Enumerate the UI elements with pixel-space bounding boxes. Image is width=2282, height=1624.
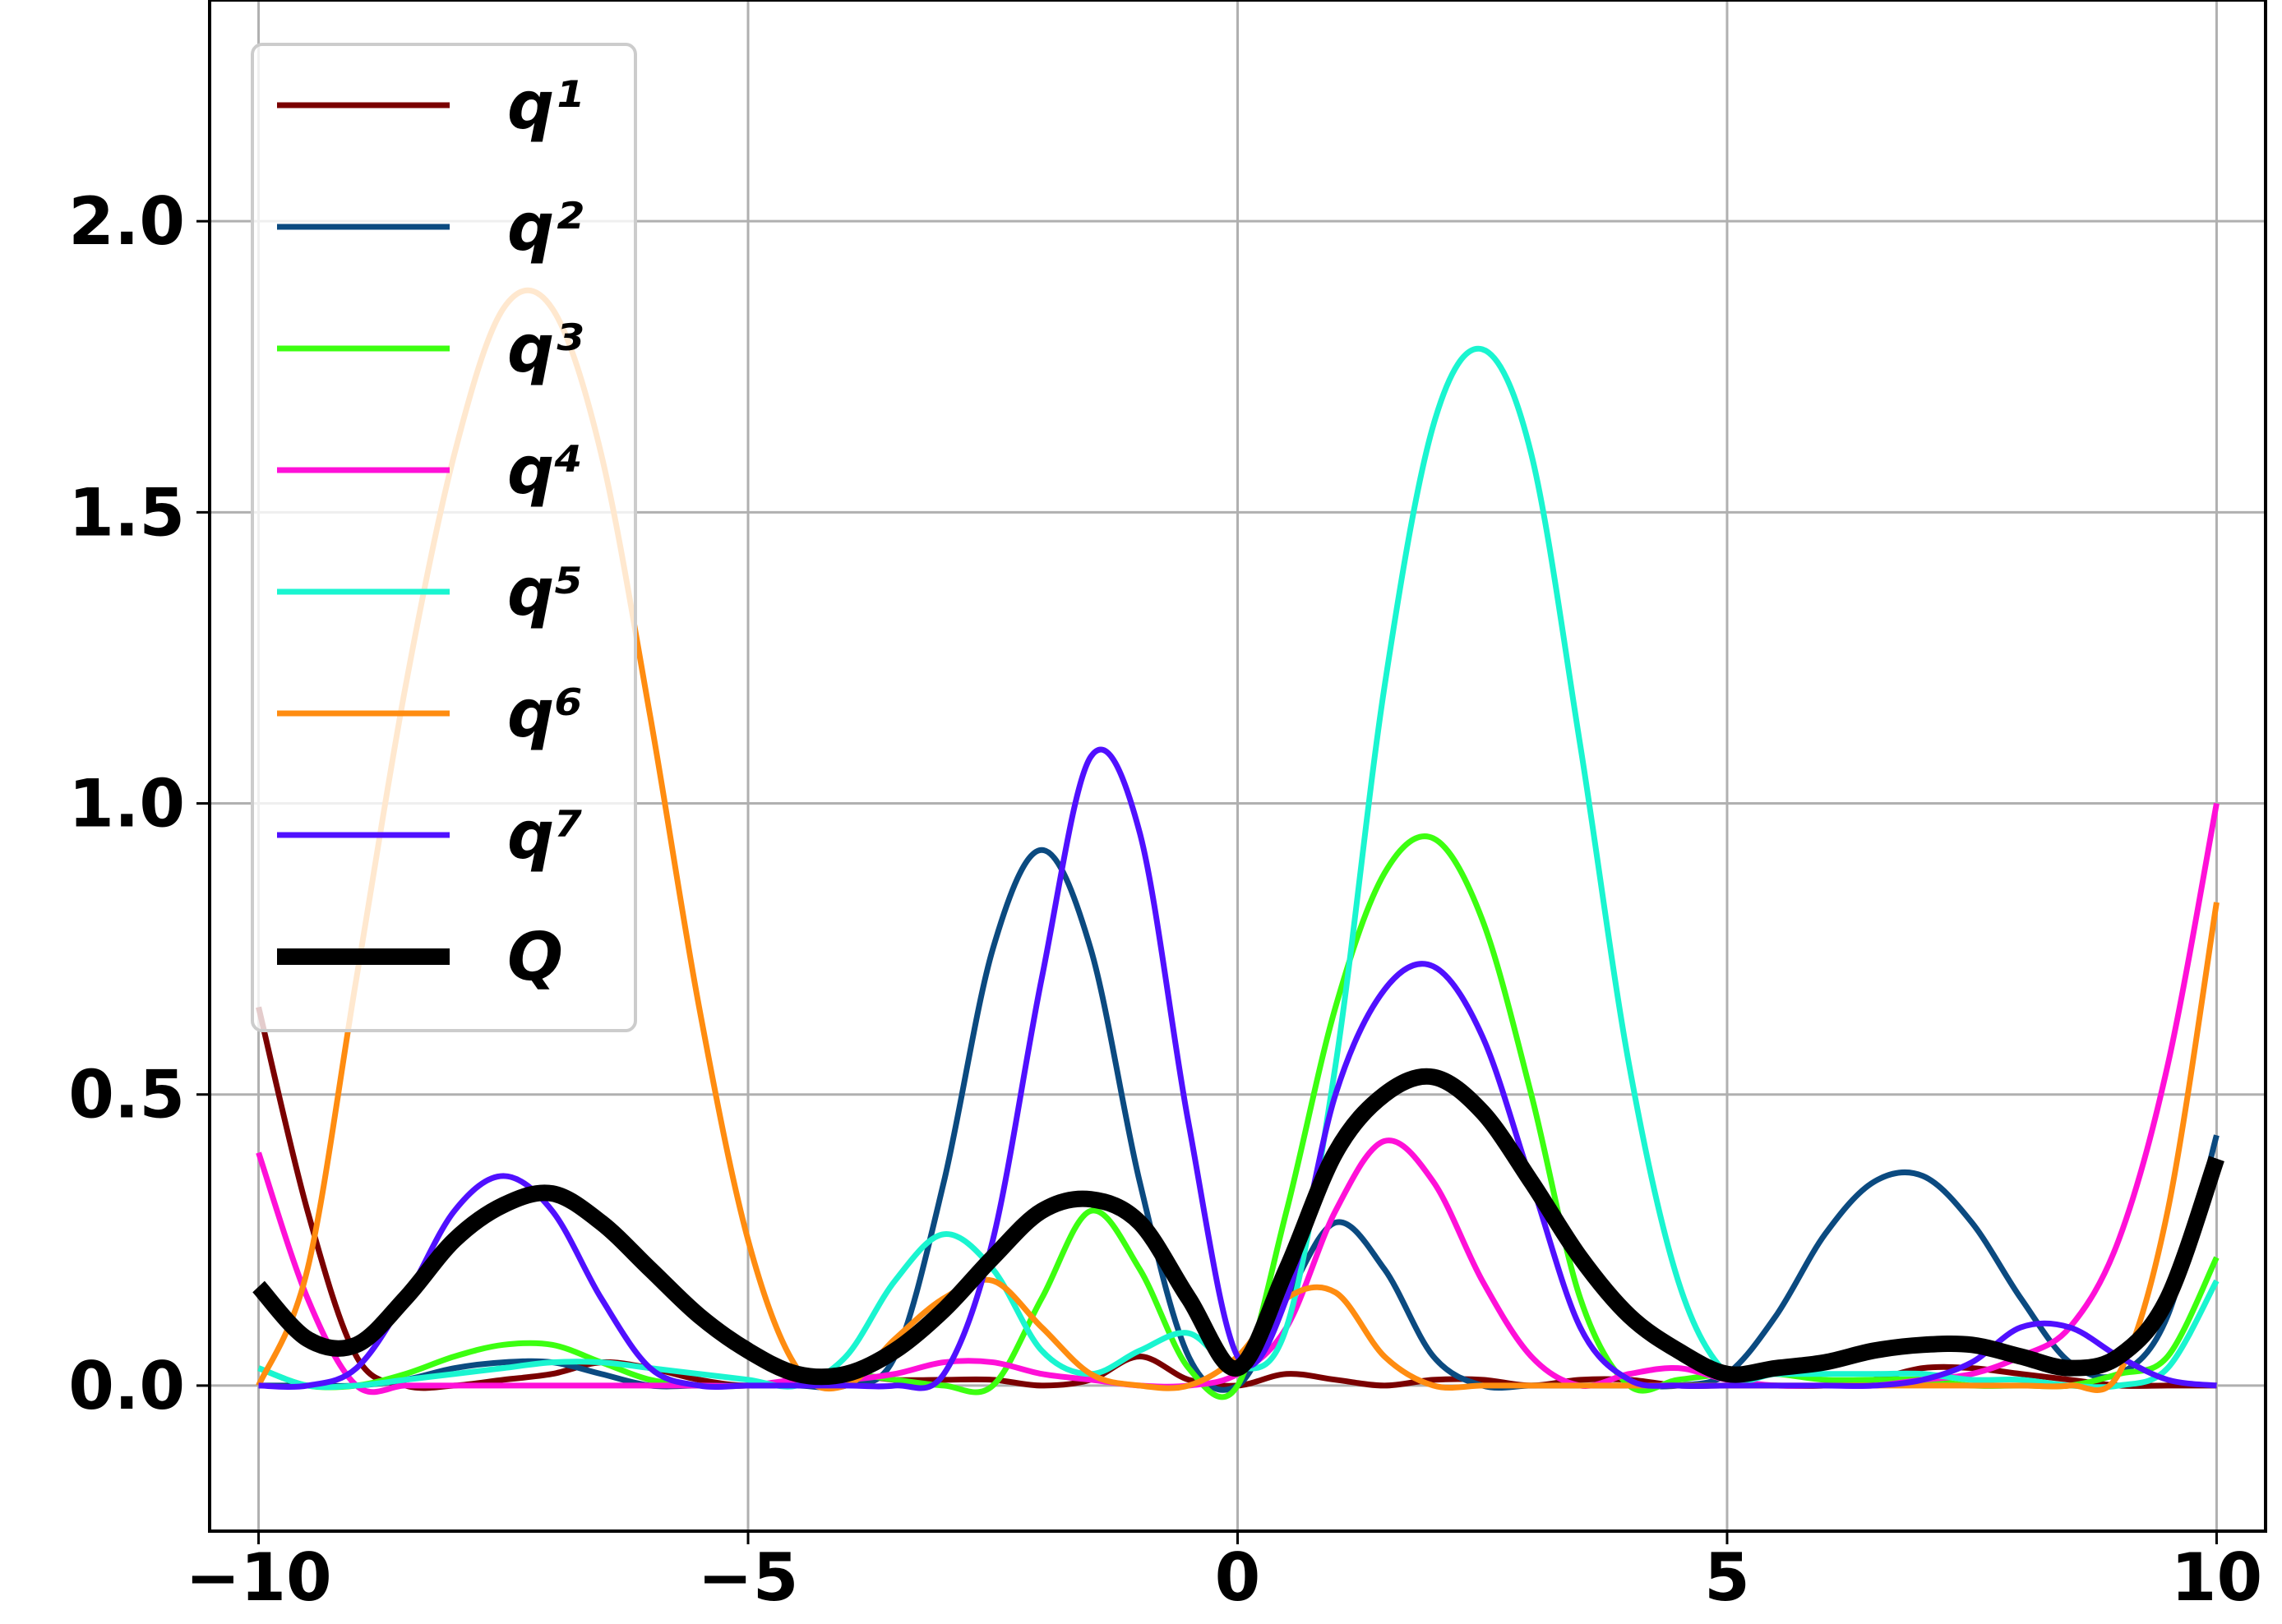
legend-label: q⁶	[507, 676, 583, 752]
plot-lines	[252, 287, 2224, 1400]
series-line	[257, 833, 2220, 1400]
legend: q¹ q² q³ q⁴ q⁵ q⁶ q⁷ Q	[251, 43, 637, 1032]
y-tick-label: 0.5	[68, 1057, 185, 1133]
series-line	[258, 746, 2217, 1391]
legend-label: q³	[507, 311, 583, 387]
x-tick-label: −10	[185, 1539, 331, 1616]
legend-label: Q	[507, 919, 563, 995]
y-tick-label: 2.0	[68, 183, 185, 260]
x-tick-label: 10	[2171, 1539, 2262, 1616]
legend-label: q⁴	[507, 432, 583, 509]
y-tick-label: 0.0	[68, 1348, 185, 1424]
x-tick-label: 5	[1704, 1539, 1750, 1616]
legend-label: q²	[507, 189, 583, 265]
y-tick-label: 1.0	[68, 766, 185, 842]
series-line	[252, 1068, 2224, 1386]
x-tick-label: −5	[698, 1539, 799, 1616]
legend-label: q¹	[507, 67, 583, 144]
ticks: −10 −5 0 5 10 0.0 0.5 1.0 1.5 2.0	[68, 183, 2262, 1616]
series-line	[257, 345, 2220, 1391]
legend-label: q⁷	[507, 797, 583, 874]
legend-box	[251, 43, 637, 1032]
y-tick-label: 1.5	[68, 474, 185, 551]
legend-label: q⁵	[507, 554, 583, 630]
x-tick-label: 0	[1215, 1539, 1261, 1616]
